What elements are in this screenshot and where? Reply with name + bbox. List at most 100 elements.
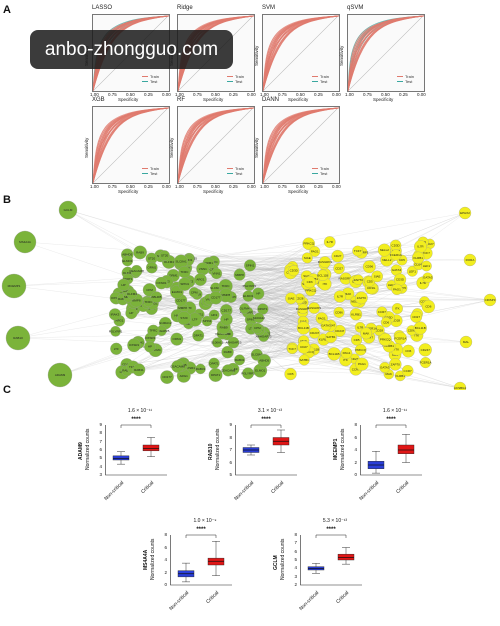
roc-diagonal — [263, 15, 339, 91]
yellow-node-label: GATA3 — [392, 268, 402, 272]
panel-label-c: C — [3, 384, 11, 396]
green-node — [242, 290, 254, 302]
legend-train-label: Train — [235, 74, 244, 79]
yellow-node-label: LEF1 — [423, 264, 431, 268]
ytick: 8 — [164, 532, 167, 537]
roc-legend: Train Test — [397, 74, 414, 84]
roc-xlabel: Specificity — [203, 97, 224, 102]
yellow-node-label: PAG1 — [343, 351, 351, 355]
yellow-node-label: IL7R — [357, 325, 364, 329]
yellow-node-label: BCL11B — [298, 326, 309, 330]
roc-plot-xgb — [92, 106, 170, 184]
yellow-node-label: NELL2 — [380, 248, 390, 252]
yellow-node-label: SATB1 — [326, 335, 336, 339]
group-label: Critical — [270, 480, 286, 496]
green-node-label: RAB9 — [224, 350, 232, 354]
yellow-node-label: TCF7 — [422, 251, 430, 255]
green-node-label: TFRC — [180, 270, 189, 274]
roc-curve-train — [93, 107, 169, 183]
yellow-node-label: CCR7 — [352, 367, 360, 371]
yellow-node-label: GATA3 — [423, 276, 433, 280]
green-node-label: CD177 — [122, 362, 132, 366]
roc-plot-rf — [177, 106, 255, 184]
legend-test-label: Test — [150, 79, 158, 84]
yellow-node-label: PRKCQ — [355, 348, 366, 352]
green-node — [5, 325, 31, 351]
green-node-label: SLC8A1 — [175, 260, 187, 264]
network-edge — [184, 254, 419, 273]
yellow-node-label: CD28 — [296, 297, 304, 301]
ytick: 6 — [99, 447, 102, 452]
yellow-node-label: ZAP70 — [354, 278, 364, 282]
roc-xtick: 0.50 — [381, 92, 390, 97]
green-node — [155, 276, 168, 290]
panel-label-a: A — [3, 4, 11, 16]
green-node — [210, 268, 223, 280]
roc-curve-train — [178, 107, 254, 183]
yellow-node-label: PAG1 — [358, 362, 366, 366]
green-node-label: S100A12 — [159, 321, 172, 325]
legend-train-label: Train — [150, 74, 159, 79]
significance-bracket — [315, 534, 347, 538]
roc-xtick: 0.00 — [162, 92, 171, 97]
yellow-node-label: LEF1 — [409, 269, 417, 273]
green-node-label: DPAT1 — [194, 333, 204, 337]
yellow-node — [421, 299, 436, 314]
yellow-node — [421, 260, 432, 272]
yellow-node-label: PRKCQ — [303, 242, 314, 246]
yellow-node-label: PRKCQ — [380, 338, 391, 342]
green-node — [209, 291, 223, 305]
yellow-node — [411, 251, 425, 265]
significance-stars: **** — [261, 417, 271, 423]
ytick: 7 — [229, 447, 232, 452]
group-label: Non-critical — [168, 590, 191, 612]
legend-train-label: Train — [235, 166, 244, 171]
green-node — [178, 277, 192, 291]
green-node — [208, 309, 220, 321]
yellow-node-label: CD5 — [354, 338, 360, 342]
green-node — [1, 273, 27, 299]
yellow-node-label: SIAE — [288, 296, 295, 300]
pvalue-label: 1.0 × 10⁻⁹ — [193, 518, 217, 524]
ytick: 2 — [294, 582, 297, 587]
yellow-node-label: CD6 — [307, 280, 313, 284]
network-edge — [151, 255, 392, 309]
roc-legend: Train Test — [312, 74, 329, 84]
green-node — [195, 363, 206, 375]
roc-xtick: 1.00 — [260, 92, 269, 97]
yellow-node — [418, 343, 432, 357]
yellow-node-label: CCR7 — [378, 310, 386, 314]
green-node-label: ARHGAP25 — [153, 329, 169, 333]
ytick: 8 — [354, 422, 357, 427]
green-node — [132, 363, 146, 377]
ytick: 4 — [294, 565, 297, 571]
ytick: 7 — [99, 438, 102, 444]
green-node-label: ORM1 — [204, 261, 213, 265]
yellow-node — [340, 347, 353, 359]
yellow-node — [286, 343, 298, 355]
significance-bracket — [120, 424, 152, 428]
green-node-label: DPAT1 — [211, 373, 221, 377]
roc-xtick: 0.00 — [247, 92, 256, 97]
green-node — [253, 312, 265, 324]
network-edge — [207, 321, 387, 323]
network-edge — [202, 268, 367, 334]
ytick: 0 — [164, 582, 167, 587]
green-node-label: OXSR1 — [111, 296, 122, 300]
network-edge — [115, 314, 417, 317]
green-node — [227, 336, 240, 349]
yellow-node-label: RASGRP1 — [318, 260, 333, 264]
network-edge — [233, 342, 401, 376]
yellow-node-label: PRKCQ — [303, 350, 314, 354]
green-node-label: VNN1 — [199, 267, 207, 271]
roc-title-xgb: XGB — [92, 97, 105, 103]
yellow-node-label: PAG1 — [318, 316, 326, 320]
roc-ylabel: Sensitivity — [169, 137, 174, 158]
green-node — [121, 255, 133, 267]
green-node — [201, 315, 213, 327]
green-node-label: ELMO1 — [172, 290, 183, 294]
green-node-label: ARG1 — [196, 278, 205, 282]
yellow-node — [284, 368, 297, 381]
roc-xtick: 0.50 — [211, 92, 220, 97]
green-node-label: OXSR1 — [156, 281, 167, 285]
